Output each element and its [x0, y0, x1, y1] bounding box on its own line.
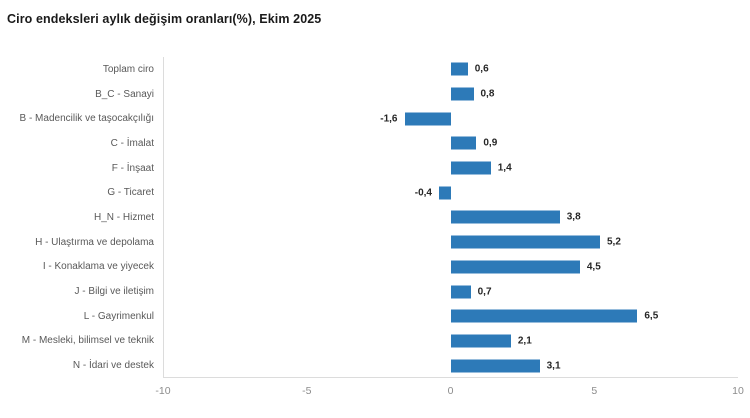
bar [450, 285, 471, 299]
bar [439, 186, 451, 200]
bar-track: 0,7 [163, 279, 738, 304]
value-label: 6,5 [644, 310, 659, 322]
category-label: B_C - Sanayi [95, 88, 154, 100]
category-label: Toplam ciro [102, 63, 154, 75]
bar-track: 4,5 [163, 255, 738, 280]
value-label: 0,7 [477, 286, 492, 298]
bar-track: 0,6 [163, 57, 738, 82]
bar [450, 62, 468, 76]
chart-row: C - İmalat 0,9 [0, 131, 750, 156]
category-label: H_N - Hizmet [93, 211, 154, 223]
value-label: 3,8 [566, 211, 581, 223]
chart-title: Ciro endeksleri aylık değişim oranları(%… [7, 12, 322, 26]
bar [450, 161, 491, 175]
value-label: 2,1 [517, 335, 532, 347]
bar [450, 309, 638, 323]
bar [450, 210, 560, 224]
category-label: F - İnşaat [111, 162, 154, 174]
x-axis: -10 -5 0 5 10 [155, 378, 743, 400]
value-label: 1,4 [497, 162, 512, 174]
x-axis-tick-label: 10 [732, 384, 744, 397]
bar-track: 5,2 [163, 230, 738, 255]
category-label: B - Madencilik ve taşocakçılığı [19, 113, 155, 125]
bar-chart: Toplam ciro 0,6 B_C - Sanayi 0,8 B - Madenci… [0, 57, 750, 400]
bar [450, 359, 540, 373]
category-label: M - Mesleki, bilimsel ve teknik [21, 335, 154, 347]
chart-row: M - Mesleki, bilimsel ve teknik 2,1 [0, 329, 750, 354]
chart-row: Toplam ciro 0,6 [0, 57, 750, 82]
category-label: L - Gayrimenkul [83, 310, 154, 322]
bar [450, 235, 600, 249]
bar-track: 6,5 [163, 304, 738, 329]
bar [450, 260, 580, 274]
chart-row: I - Konaklama ve yiyecek 4,5 [0, 255, 750, 280]
bar-track: -1,6 [163, 106, 738, 131]
value-label: 0,8 [480, 88, 495, 100]
bar [404, 112, 451, 126]
category-label: J - Bilgi ve iletişim [74, 286, 154, 298]
bar [450, 87, 474, 101]
value-label: 3,1 [546, 360, 561, 372]
value-label: -1,6 [380, 113, 398, 125]
chart-row: N - İdari ve destek 3,1 [0, 353, 750, 378]
bar-track: 3,8 [163, 205, 738, 230]
category-label: G - Ticaret [107, 187, 154, 199]
chart-row: B - Madencilik ve taşocakçılığı -1,6 [0, 106, 750, 131]
chart-row: L - Gayrimenkul 6,5 [0, 304, 750, 329]
chart-row: H - Ulaştırma ve depolama 5,2 [0, 230, 750, 255]
bar-track: 2,1 [163, 329, 738, 354]
category-label: N - İdari ve destek [72, 360, 154, 372]
x-axis-tick-label: -10 [155, 384, 171, 397]
bar-track: -0,4 [163, 180, 738, 205]
chart-rows: Toplam ciro 0,6 B_C - Sanayi 0,8 B - Madenci… [0, 57, 750, 378]
value-label: -0,4 [414, 187, 432, 199]
x-axis-tick-label: -5 [302, 384, 312, 397]
x-axis-tick-label: 5 [591, 384, 598, 397]
value-label: 0,9 [483, 137, 498, 149]
bar [450, 334, 511, 348]
chart-row: F - İnşaat 1,4 [0, 156, 750, 181]
bar [450, 136, 477, 150]
value-label: 0,6 [474, 63, 489, 75]
value-label: 4,5 [586, 261, 601, 273]
chart-row: H_N - Hizmet 3,8 [0, 205, 750, 230]
chart-row: G - Ticaret -0,4 [0, 180, 750, 205]
category-label: I - Konaklama ve yiyecek [42, 261, 154, 273]
bar-track: 3,1 [163, 353, 738, 378]
bar-track: 0,8 [163, 82, 738, 107]
category-label: C - İmalat [110, 137, 154, 149]
x-axis-tick-label: 0 [447, 384, 454, 397]
chart-row: J - Bilgi ve iletişim 0,7 [0, 279, 750, 304]
category-label: H - Ulaştırma ve depolama [35, 236, 154, 248]
bar-track: 1,4 [163, 156, 738, 181]
bar-track: 0,9 [163, 131, 738, 156]
value-label: 5,2 [607, 236, 621, 248]
chart-row: B_C - Sanayi 0,8 [0, 82, 750, 107]
